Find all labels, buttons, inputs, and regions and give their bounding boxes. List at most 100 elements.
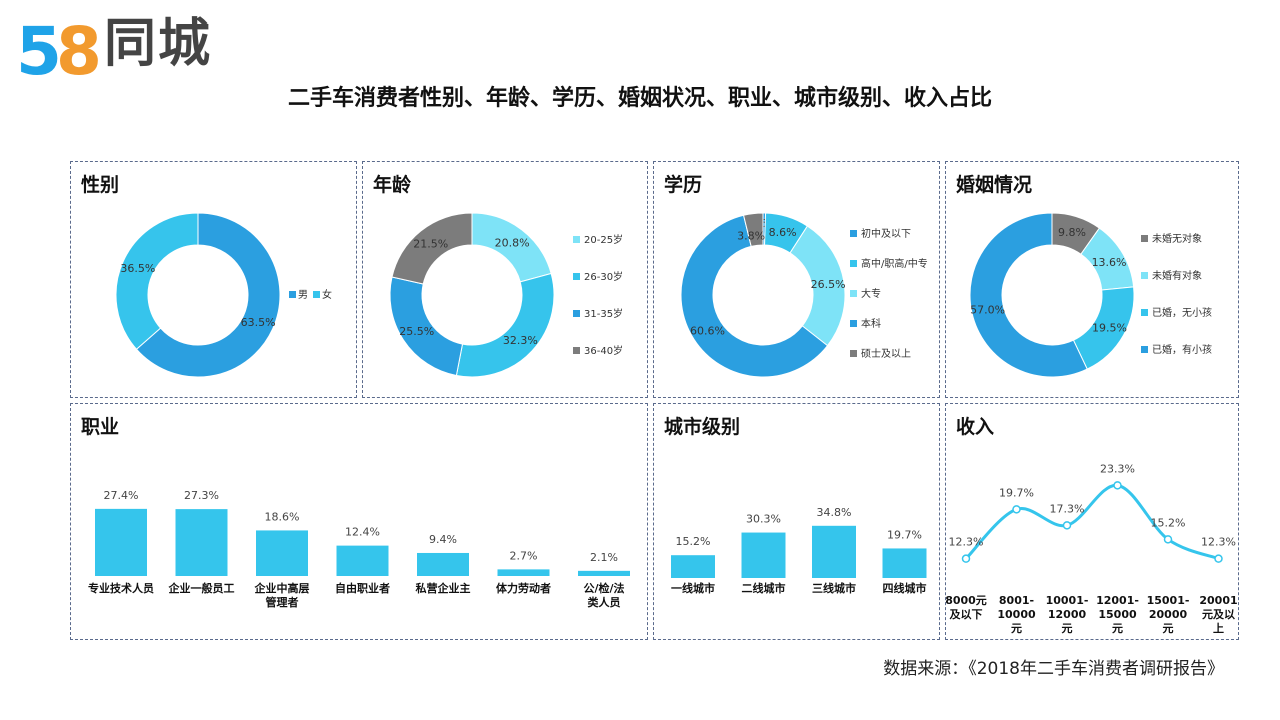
marriage-legend-label-2: 已婚，无小孩: [1152, 306, 1212, 319]
gender-legend-label-1: 女: [322, 288, 332, 301]
page-title: 二手车消费者性别、年龄、学历、婚姻状况、职业、城市级别、收入占比: [287, 86, 992, 111]
income-point-5: [1214, 554, 1223, 563]
city-category-label-0-0: 一线城市: [671, 581, 715, 595]
income-category-label-3-2: 元: [1112, 622, 1123, 635]
gender-chart-title: 性别: [81, 174, 120, 196]
income-data-label-5: 12.3%: [1201, 536, 1236, 549]
gender-legend-swatch-0: [289, 291, 296, 298]
occupation-bar-1: [175, 509, 228, 576]
income-point-0: [961, 554, 971, 563]
gender-slice-0: [135, 212, 281, 378]
income-data-label-2: 17.3%: [1050, 502, 1085, 515]
occupation-category-label-3-0: 自由职业者: [335, 581, 390, 595]
income-category-label-0-1: 及以下: [950, 608, 983, 621]
marriage-legend-label-0: 未婚无对象: [1152, 232, 1202, 245]
age-panel: 年龄 20.8% 32.3% 25.5% 21.5% 20-25岁 26-30岁 31-35…: [362, 161, 648, 398]
occupation-data-label-1: 27.3%: [184, 489, 219, 502]
income-category-label-4-2: 元: [1163, 622, 1174, 635]
age-slice-1: [455, 272, 555, 378]
gender-slice-1: [115, 212, 199, 350]
education-data-label-4: 3.8%: [737, 229, 765, 242]
income-category-label-2-0: 10001-: [1046, 594, 1089, 607]
education-legend-swatch-0: [850, 230, 857, 237]
income-chart-title: 收入: [956, 416, 995, 438]
city-category-label-3-0: 四线城市: [883, 581, 927, 595]
occupation-panel: 职业 27.4% 专业技术人员 27.3% 企业一般员工 18.6% 企业中高层 管理者 12…: [70, 403, 648, 640]
income-line-chart: 12.3%8000元及以下19.7%8001-10000元17.3%10001-…: [946, 462, 1238, 635]
income-category-label-4-0: 15001-: [1147, 594, 1190, 607]
income-point-1: [1012, 505, 1021, 514]
city-bar-2: [812, 525, 856, 578]
education-data-label-1: 8.6%: [769, 226, 797, 239]
education-legend-swatch-4: [850, 350, 857, 357]
gender-data-label-0: 63.5%: [241, 316, 276, 329]
income-category-label-1-1: 10000: [997, 608, 1036, 621]
education-donut-chart: 0.5%8.6%26.5%60.6%3.8% 初中及以下高中/职高/中专大专本科硕…: [680, 212, 928, 378]
marriage-legend-swatch-3: [1141, 346, 1148, 353]
occupation-category-label-2-0: 企业中高层: [254, 581, 310, 595]
city-bar-3: [882, 548, 927, 578]
education-data-label-2: 26.5%: [811, 278, 846, 291]
education-chart-title: 学历: [664, 174, 703, 196]
age-legend-swatch-0: [573, 236, 580, 243]
income-panel: 收入 12.3% 8000元 及以下 19.7% 8001- 10000 元 17.3% 100…: [945, 403, 1239, 640]
occupation-bar-2: [256, 530, 308, 576]
marriage-chart-title: 婚姻情况: [956, 174, 1033, 196]
occupation-category-label-2-1: 管理者: [266, 595, 299, 609]
city-chart-title: 城市级别: [664, 416, 741, 438]
marriage-data-label-0: 9.8%: [1058, 226, 1086, 239]
gender-data-label-1: 36.5%: [120, 262, 155, 275]
age-data-label-3: 21.5%: [413, 237, 448, 250]
education-legend-label-2: 大专: [861, 287, 881, 300]
age-slice-3: [391, 212, 473, 285]
marriage-legend-swatch-2: [1141, 309, 1148, 316]
age-donut-chart: 20.8% 32.3% 25.5% 21.5% 20-25岁 26-30岁 31-35岁 36…: [389, 212, 623, 378]
occupation-bar-4: [417, 552, 469, 576]
marriage-legend-swatch-1: [1141, 272, 1148, 279]
education-legend-label-0: 初中及以下: [861, 227, 911, 240]
income-point-4: [1163, 535, 1173, 544]
city-data-label-0: 15.2%: [676, 535, 711, 548]
occupation-category-label-6-1: 类人员: [588, 595, 621, 609]
age-chart-title: 年龄: [373, 174, 412, 196]
education-legend-swatch-3: [850, 320, 857, 327]
income-category-label-2-2: 元: [1062, 622, 1073, 635]
gender-legend-swatch-1: [313, 291, 320, 298]
occupation-category-label-4-0: 私营企业主: [416, 581, 471, 595]
occupation-category-label-6-0: 公/检/法: [583, 581, 624, 595]
income-category-label-3-1: 15000: [1098, 608, 1137, 621]
income-category-label-5-1: 元及以: [1202, 608, 1235, 621]
age-legend-label-3: 36-40岁: [584, 344, 623, 357]
marriage-slice-3: [969, 212, 1088, 378]
age-legend-swatch-1: [573, 273, 580, 280]
income-point-2: [1062, 521, 1072, 530]
occupation-data-label-6: 2.1%: [590, 551, 618, 564]
marriage-panel: 婚姻情况 9.8% 13.6% 19.5% 57.0% 未婚无对象 未婚有对象 已婚，无小孩…: [945, 161, 1239, 398]
occupation-data-label-3: 12.4%: [345, 526, 380, 539]
city-data-label-2: 34.8%: [817, 506, 852, 519]
age-legend-swatch-3: [573, 347, 580, 354]
education-legend-swatch-2: [850, 290, 857, 297]
income-point-3: [1113, 481, 1122, 490]
occupation-data-label-2: 18.6%: [265, 510, 300, 523]
income-category-label-2-1: 12000: [1048, 608, 1087, 621]
occupation-category-label-5-0: 体力劳动者: [496, 581, 551, 595]
marriage-data-label-2: 19.5%: [1092, 321, 1127, 334]
education-legend-label-1: 高中/职高/中专: [861, 257, 928, 270]
occupation-category-label-0-0: 专业技术人员: [88, 581, 154, 595]
occupation-data-label-5: 2.7%: [510, 549, 538, 562]
city-data-label-1: 30.3%: [746, 513, 781, 526]
education-legend-label-3: 本科: [861, 317, 881, 330]
marriage-legend-swatch-0: [1141, 235, 1148, 242]
age-data-label-1: 32.3%: [503, 334, 538, 347]
age-legend-label-0: 20-25岁: [584, 233, 623, 246]
age-legend-swatch-2: [573, 310, 580, 317]
city-bar-0: [671, 555, 715, 578]
occupation-chart-title: 职业: [81, 416, 120, 438]
income-category-label-0-0: 8000元: [946, 594, 987, 607]
city-bar-1: [741, 532, 786, 578]
education-legend-label-4: 硕士及以上: [861, 347, 911, 360]
marriage-data-label-1: 13.6%: [1092, 256, 1127, 269]
marriage-legend-label-1: 未婚有对象: [1152, 269, 1202, 282]
